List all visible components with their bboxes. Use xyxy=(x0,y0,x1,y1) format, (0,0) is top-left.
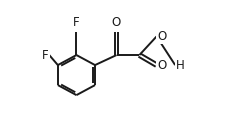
Text: F: F xyxy=(42,49,48,62)
Text: O: O xyxy=(157,59,167,72)
Text: O: O xyxy=(112,16,121,29)
Text: O: O xyxy=(157,30,167,43)
Text: H: H xyxy=(176,59,185,72)
Text: F: F xyxy=(73,16,80,29)
